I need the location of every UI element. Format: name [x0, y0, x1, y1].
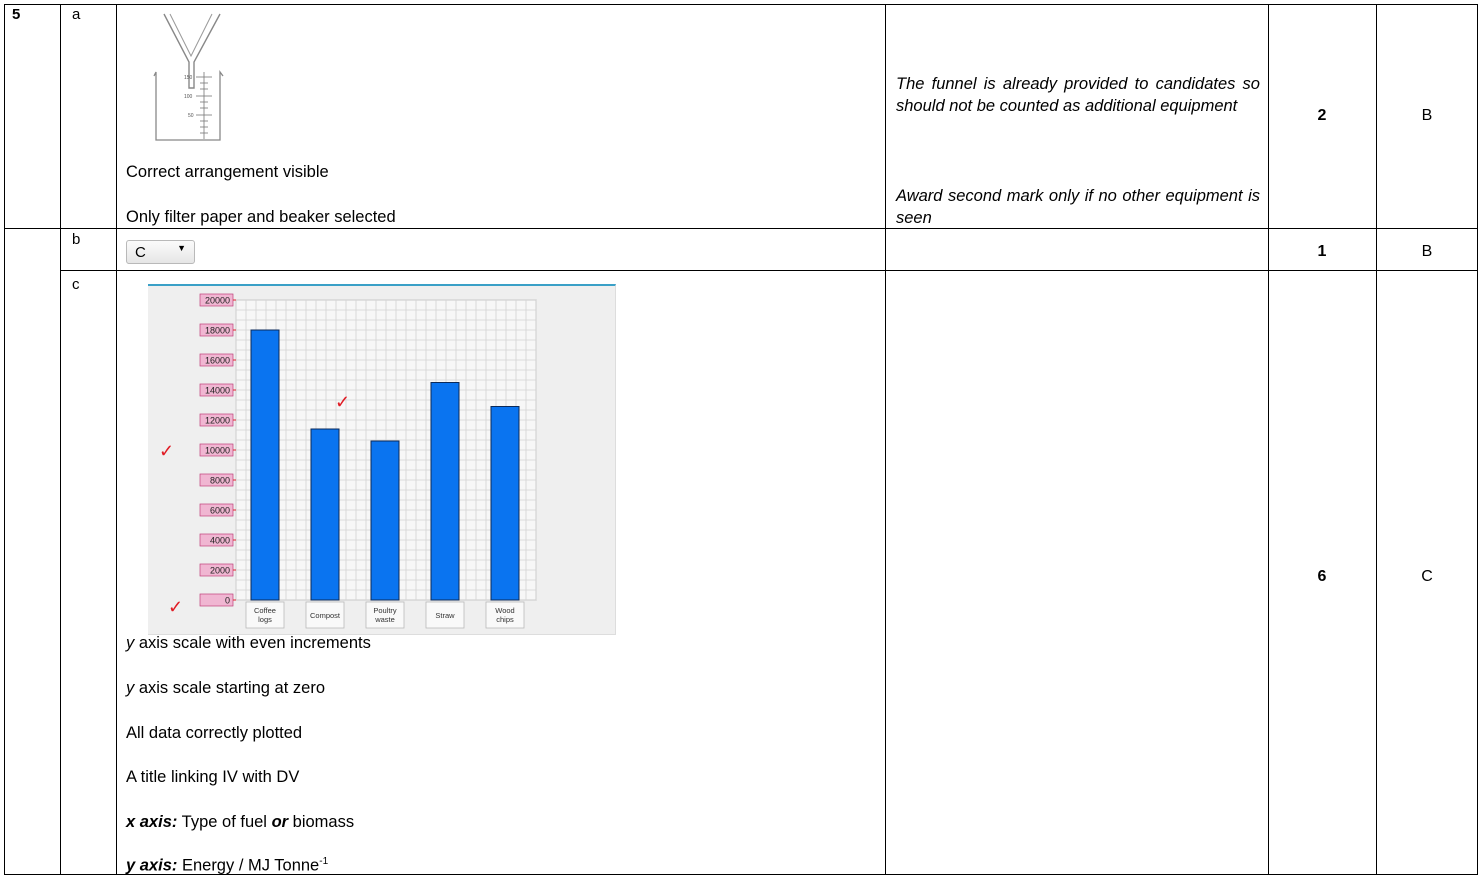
marks-a: 2: [1317, 107, 1327, 124]
table-border-top: [4, 4, 1478, 5]
x-label-box: [305, 601, 345, 629]
col-divider-5: [1376, 4, 1377, 875]
x-tick-label: Coffee: [254, 606, 276, 615]
bar-3: [430, 382, 460, 601]
bar-0: [250, 329, 280, 601]
table-border-left: [4, 4, 5, 875]
x-tick-label: Compost: [310, 611, 341, 620]
answer-dropdown[interactable]: C ▼: [126, 240, 195, 264]
part-label-a: a: [72, 6, 81, 23]
x-label-box: [365, 601, 405, 629]
y-tick-label: 6000: [210, 506, 230, 516]
x-tick-label: Poultry: [373, 606, 397, 615]
beaker-label-100: 100: [184, 94, 193, 100]
bar-1: [310, 428, 340, 601]
bar-chart: 2000018000160001400012000100008000600040…: [199, 293, 537, 629]
y-tick-label: 20000: [205, 296, 230, 306]
col-divider-4: [1268, 4, 1269, 875]
dropdown-arrow-icon: ▼: [177, 243, 186, 253]
y-tick-label: 2000: [210, 566, 230, 576]
y-tick-label: 12000: [205, 416, 230, 426]
answer-line-c3: All data correctly plotted: [126, 724, 303, 742]
bar-chart-screenshot: 20000 18000 16000 14000 12000 10000 8000 6000 40…: [148, 284, 616, 635]
x-tick-label: chips: [496, 615, 514, 624]
answer-line-c1: y axis scale with even increments: [126, 634, 371, 652]
answer-line-a1: Correct arrangement visible: [126, 163, 329, 181]
marks-b: 1: [1317, 243, 1327, 260]
x-label-box: [485, 601, 525, 629]
bar-4: [490, 406, 520, 601]
y-tick-label: 8000: [210, 476, 230, 486]
x-tick-label: Wood: [495, 606, 514, 615]
answer-line-c4: A title linking IV with DV: [126, 768, 300, 786]
col-divider-1: [60, 4, 61, 875]
beaker-label-50: 50: [188, 113, 194, 119]
part-label-b: b: [72, 231, 81, 248]
funnel-beaker-image: 150 100 50: [153, 13, 224, 141]
y-tick-label: 10000: [205, 446, 230, 456]
dropdown-value: C: [135, 244, 146, 261]
part-label-c: c: [72, 276, 80, 293]
ao-b: B: [1421, 243, 1433, 260]
row-divider-a: [4, 228, 1478, 229]
col-divider-2: [116, 4, 117, 875]
table-border-bottom: [4, 874, 1478, 875]
x-label-box: [245, 601, 285, 629]
guidance-a1: The funnel is already provided to candid…: [896, 75, 1260, 115]
y-tick-label: 14000: [205, 386, 230, 396]
red-tick-icon-y-scale: ✓: [159, 441, 175, 461]
x-tick-label: waste: [374, 615, 395, 624]
answer-line-c2: y axis scale starting at zero: [126, 679, 325, 697]
bar-2: [370, 440, 400, 601]
question-number: 5: [12, 6, 21, 23]
x-label-box: [425, 601, 465, 629]
y-tick-label: 16000: [205, 356, 230, 366]
marks-c: 6: [1317, 568, 1327, 585]
answer-line-c6: y axis: Energy / MJ Tonne-1: [126, 856, 329, 875]
y-tick-label: 4000: [210, 536, 230, 546]
y-tick-label: 0: [225, 596, 230, 606]
col-divider-3: [885, 4, 886, 875]
ao-c: C: [1421, 568, 1433, 585]
ao-a: B: [1421, 107, 1433, 124]
red-tick-icon-zero: ✓: [168, 597, 184, 617]
red-tick-icon-data: ✓: [335, 392, 351, 412]
guidance-a2: Award second mark only if no other equip…: [896, 187, 1260, 227]
row-divider-b: [60, 270, 1478, 271]
answer-line-a2: Only filter paper and beaker selected: [126, 208, 396, 226]
answer-line-c5: x axis: Type of fuel or biomass: [126, 813, 355, 831]
y-tick-label: 18000: [205, 326, 230, 336]
beaker-label-150: 150: [184, 75, 193, 81]
x-tick-label: Straw: [435, 611, 455, 620]
x-tick-label: logs: [258, 615, 272, 624]
